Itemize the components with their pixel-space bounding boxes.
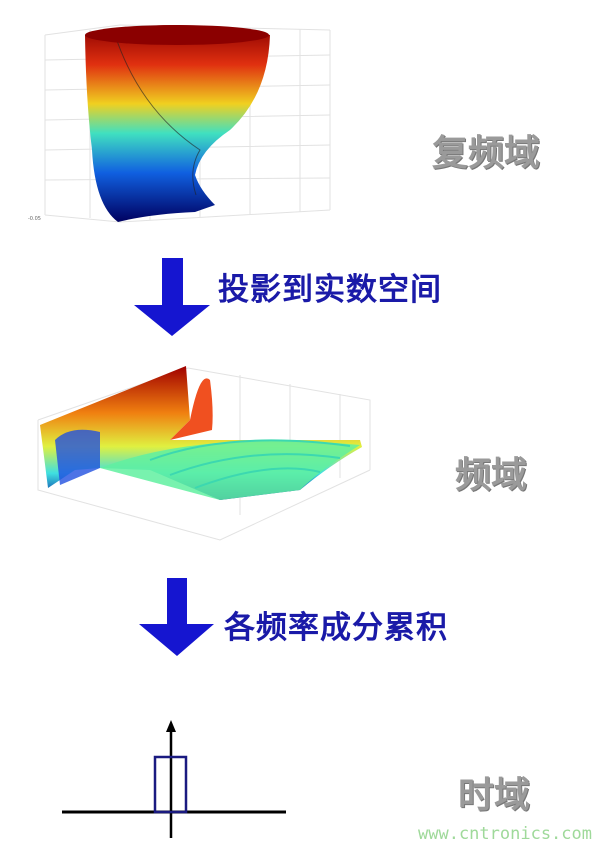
complex-surface: [85, 25, 270, 222]
svg-text:-0.05: -0.05: [28, 216, 41, 222]
complex-domain-plot: -0.05: [28, 24, 331, 223]
axis-arrow-icon: [166, 720, 176, 732]
frequency-domain-label: 频域: [455, 455, 528, 496]
down-arrow-icon: [139, 578, 214, 656]
step1-label: 投影到实数空间: [218, 272, 442, 308]
step2-label: 各频率成分累积: [224, 610, 448, 646]
time-domain-plot: [62, 720, 286, 838]
rect-pulse: [153, 755, 188, 814]
watermark: www.cntronics.com: [418, 824, 592, 844]
complex-domain-label: 复频域: [432, 133, 541, 174]
down-arrow-icon: [134, 258, 210, 336]
frequency-domain-plot: [37, 366, 371, 541]
time-domain-label: 时域: [458, 775, 531, 816]
